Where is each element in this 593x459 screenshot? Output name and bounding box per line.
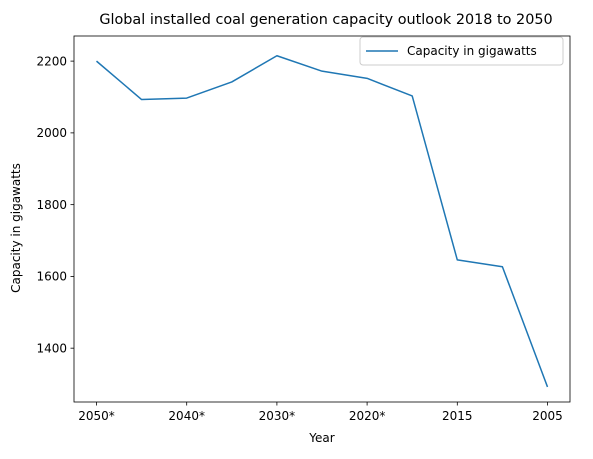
y-tick-label: 1400 (36, 341, 67, 355)
plot-frame (74, 36, 570, 402)
x-tick-label: 2005 (532, 409, 563, 423)
plot-area: 1400 1600 1800 2000 2200 2050* 2040* 2030* 2020*… (36, 36, 570, 423)
legend-entry-label: Capacity in gigawatts (407, 44, 537, 58)
chart-title: Global installed coal generation capacit… (99, 12, 552, 28)
x-tick-label: 2040* (168, 409, 205, 423)
series-line-0 (97, 56, 548, 387)
legend: Capacity in gigawatts (360, 37, 563, 65)
y-axis-label: Capacity in gigawatts (9, 163, 23, 293)
y-tick-label: 1600 (36, 270, 67, 284)
x-tick-label: 2020* (349, 409, 386, 423)
y-tick-label: 2200 (36, 54, 67, 68)
x-axis-label: Year (308, 431, 334, 445)
x-tick-label: 2050* (78, 409, 115, 423)
y-tick-label: 2000 (36, 126, 67, 140)
x-tick-label: 2015 (442, 409, 473, 423)
y-tick-label: 1800 (36, 198, 67, 212)
x-tick-label: 2030* (259, 409, 296, 423)
